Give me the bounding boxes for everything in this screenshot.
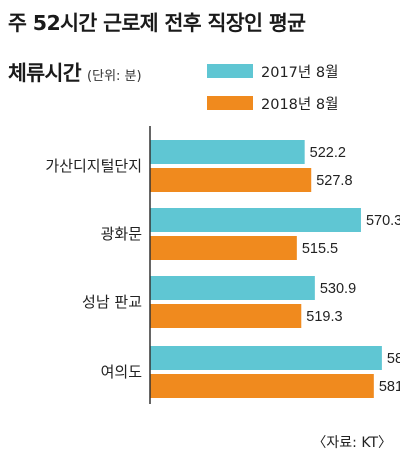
- bar-4-series-2: [150, 374, 374, 398]
- legend-swatch-2017: [207, 64, 253, 78]
- bar-1-series-1: [150, 140, 305, 164]
- source-label: 〈자료: KT〉: [312, 435, 392, 451]
- legend-label-2017: 2017년 8월: [261, 64, 339, 81]
- data-label-2-series-2: 515.5: [302, 241, 338, 257]
- bar-3-series-2: [150, 304, 302, 328]
- legend-item-2017: 2017년 8월: [207, 60, 338, 82]
- unit-label: (단위: 분): [87, 69, 142, 84]
- chart-title-line2: 체류시간 (단위: 분): [8, 56, 142, 86]
- data-label-4-series-2: 581.3: [379, 379, 400, 395]
- chart-title-text: 체류시간: [8, 61, 82, 85]
- bar-3-series-1: [150, 276, 315, 300]
- bar-2-series-2: [150, 236, 297, 260]
- bar-1-series-2: [150, 168, 312, 192]
- data-label-3-series-1: 530.9: [320, 281, 356, 297]
- category-label-4: 여의도: [101, 363, 143, 381]
- data-label-1-series-1: 522.2: [310, 145, 346, 161]
- category-label-3: 성남 판교: [82, 293, 142, 311]
- legend-item-2018: 2018년 8월: [207, 92, 338, 114]
- data-label-3-series-2: 519.3: [306, 309, 342, 325]
- category-label-2: 광화문: [101, 225, 143, 243]
- bar-2-series-1: [150, 208, 361, 232]
- category-label-1: 가산디지털단지: [45, 157, 142, 175]
- data-label-4-series-1: 588.2: [387, 351, 400, 367]
- data-label-2-series-1: 570.3: [366, 213, 400, 229]
- legend-swatch-2018: [207, 96, 253, 110]
- data-label-1-series-2: 527.8: [316, 173, 352, 189]
- chart-title-line1: 주 52시간 근로제 전후 직장인 평균: [8, 11, 306, 35]
- legend-label-2018: 2018년 8월: [261, 96, 339, 113]
- bar-4-series-1: [150, 346, 382, 370]
